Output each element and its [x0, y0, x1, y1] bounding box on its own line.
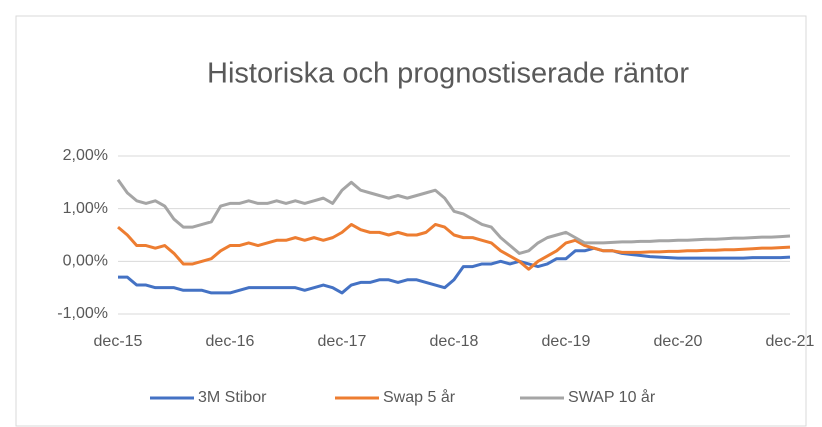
chart-title: Historiska och prognostiserade räntor: [207, 58, 689, 90]
y-tick-label: -1,00%: [57, 305, 108, 322]
y-tick-label: 0,00%: [63, 253, 108, 270]
x-tick-label: dec-21: [766, 333, 815, 350]
legend-label: Swap 5 år: [383, 388, 456, 406]
y-tick-label: 2,00%: [63, 147, 108, 164]
x-tick-label: dec-15: [94, 333, 143, 350]
series-line: [118, 246, 791, 295]
x-tick-label: dec-18: [430, 333, 479, 350]
x-tick-label: dec-17: [318, 333, 367, 350]
y-tick-label: 1,00%: [63, 200, 108, 217]
x-tick-label: dec-19: [542, 333, 591, 350]
legend-label: 3M Stibor: [198, 389, 267, 406]
legend-label: SWAP 10 år: [568, 388, 656, 406]
series-line: [117, 222, 791, 271]
x-tick-label: dec-20: [654, 333, 703, 350]
x-tick-label: dec-16: [206, 333, 255, 350]
series-line: [116, 178, 791, 255]
chart-frame: [15, 15, 807, 427]
